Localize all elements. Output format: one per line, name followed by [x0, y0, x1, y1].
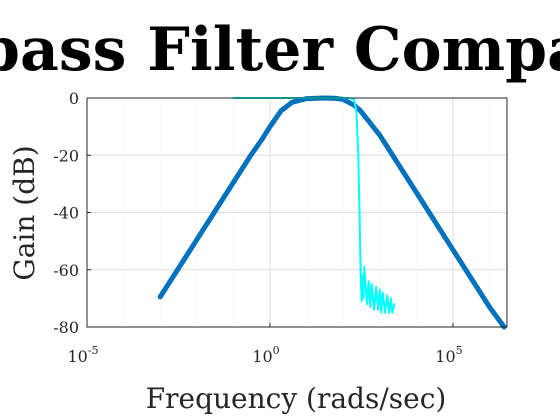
x-tick-label: 10-5: [67, 344, 98, 366]
x-tick-label: 105: [435, 344, 462, 366]
y-tick-label: -40: [53, 204, 79, 223]
x-axis-label: Frequency (rads/sec): [146, 382, 447, 415]
chart-title: pass Filter Compa: [0, 15, 560, 85]
y-axis-label: Gain (dB): [8, 145, 41, 280]
series-line-2: [232, 97, 396, 314]
grid-lines: [86, 97, 507, 328]
y-tick-label: -60: [53, 261, 79, 280]
y-tick-label: 0: [69, 89, 79, 108]
tick-labels: 0 -20 -40 -60 -80 10-5 100 105: [53, 89, 462, 366]
y-tick-label: -20: [53, 146, 79, 165]
x-tick-label: 100: [252, 344, 279, 366]
y-tick-label: -80: [53, 318, 79, 337]
